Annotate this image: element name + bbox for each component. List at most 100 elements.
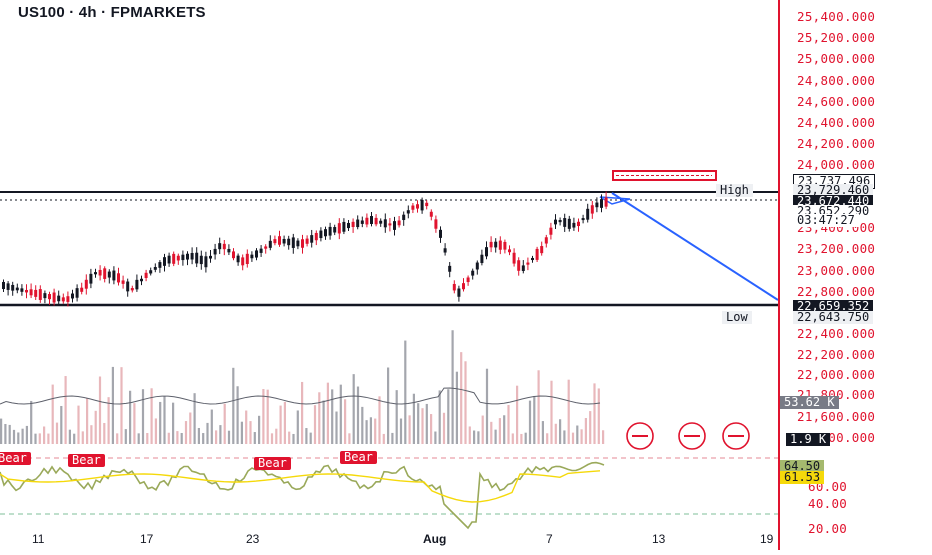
candle-body — [15, 287, 19, 291]
volume-bar — [296, 410, 299, 444]
volume-bar — [550, 380, 553, 444]
candle-body — [153, 267, 157, 270]
volume-bar — [511, 433, 514, 444]
candle-body — [517, 260, 521, 271]
candle-body — [429, 211, 433, 217]
bear-signal-label[interactable]: Bear — [340, 451, 377, 464]
candle-body — [411, 205, 415, 210]
volume-bar — [167, 432, 170, 444]
volume-bar — [477, 431, 480, 444]
candle-body — [241, 257, 245, 266]
candle-body — [305, 238, 309, 244]
volume-tag: 1.9 K — [786, 433, 831, 446]
volume-bar — [275, 428, 278, 444]
volume-bar — [283, 401, 286, 444]
volume-bar — [249, 421, 252, 444]
volume-bar — [447, 389, 450, 444]
candle-body — [397, 220, 401, 226]
price-tick: 25,000.000 — [797, 51, 876, 66]
candle-body — [595, 202, 599, 208]
candle-body — [457, 288, 461, 297]
candle-body — [291, 237, 295, 248]
candle-body — [443, 248, 447, 253]
price-tick: 25,200.000 — [797, 30, 876, 45]
volume-bar — [554, 423, 557, 444]
volume-bar — [279, 405, 282, 444]
volume-bar — [12, 429, 16, 444]
volume-bar — [326, 382, 329, 444]
bar-countdown: 03:47:27 — [793, 214, 859, 227]
volume-bar — [365, 420, 368, 444]
candle-body — [107, 271, 111, 278]
price-tick: 24,800.000 — [797, 73, 876, 88]
candle-body — [480, 254, 484, 264]
volume-bar — [438, 390, 441, 444]
volume-bar — [593, 383, 596, 444]
volume-bar — [571, 432, 575, 444]
candle-body — [521, 265, 525, 271]
candle-body — [34, 289, 38, 297]
volume-bar — [576, 425, 579, 444]
candle-body — [11, 284, 15, 291]
candle-body — [337, 223, 341, 234]
volume-bar — [266, 389, 269, 444]
volume-bar — [43, 426, 46, 444]
volume-bar — [524, 432, 527, 444]
volume-bar — [399, 418, 403, 444]
candle-body — [204, 256, 208, 268]
volume-bar — [348, 433, 351, 444]
volume-bar — [150, 388, 153, 444]
volume-bar — [356, 386, 360, 444]
candle-body — [84, 279, 88, 289]
volume-bar — [60, 405, 63, 444]
candle-body — [98, 269, 102, 276]
volume-bar — [335, 411, 338, 444]
candle-body — [2, 281, 5, 290]
volume-bar — [4, 423, 7, 444]
candle-body — [163, 257, 166, 266]
volume-bar — [361, 406, 364, 444]
candle-body — [218, 243, 222, 250]
bear-signal-label[interactable]: Bear — [0, 452, 31, 465]
candle-body — [117, 273, 120, 283]
bear-signal-label[interactable]: Bear — [254, 457, 291, 470]
volume-bar — [55, 422, 59, 444]
volume-bar — [81, 431, 84, 444]
volume-bar — [563, 430, 566, 444]
volume-bar — [602, 430, 605, 444]
time-label: 23 — [246, 532, 260, 546]
volume-bar — [51, 384, 54, 444]
volume-bar — [68, 429, 71, 444]
bear-signal-label[interactable]: Bear — [68, 454, 105, 467]
candle-body — [581, 218, 585, 221]
volume-bar — [111, 366, 114, 444]
rsi-tag: 64.50 — [780, 460, 825, 473]
candle-body — [52, 292, 56, 303]
rsi-ma-tag: 61.53 — [780, 471, 825, 484]
volume-bar — [219, 425, 222, 444]
candle-body — [213, 248, 217, 255]
candle-body — [590, 205, 594, 214]
candle-body — [209, 255, 212, 259]
volume-bar — [352, 374, 355, 444]
volume-bar — [141, 389, 145, 444]
volume-bar — [464, 361, 467, 444]
time-label: 19 — [760, 532, 774, 546]
candle-body — [365, 217, 369, 225]
volume-bar — [344, 399, 347, 444]
candle-body — [222, 243, 226, 250]
candle-body — [264, 246, 268, 249]
candle-body — [29, 289, 33, 296]
volume-bar — [38, 433, 41, 444]
candle-body — [563, 218, 567, 227]
price-tick: 21,600.000 — [797, 409, 876, 424]
volume-bar — [215, 430, 218, 444]
candle-body — [140, 278, 143, 282]
candle-body — [360, 220, 364, 224]
volume-bar — [468, 426, 471, 444]
candle-body — [94, 272, 97, 275]
candle-body — [227, 248, 231, 253]
candle-body — [402, 214, 406, 221]
